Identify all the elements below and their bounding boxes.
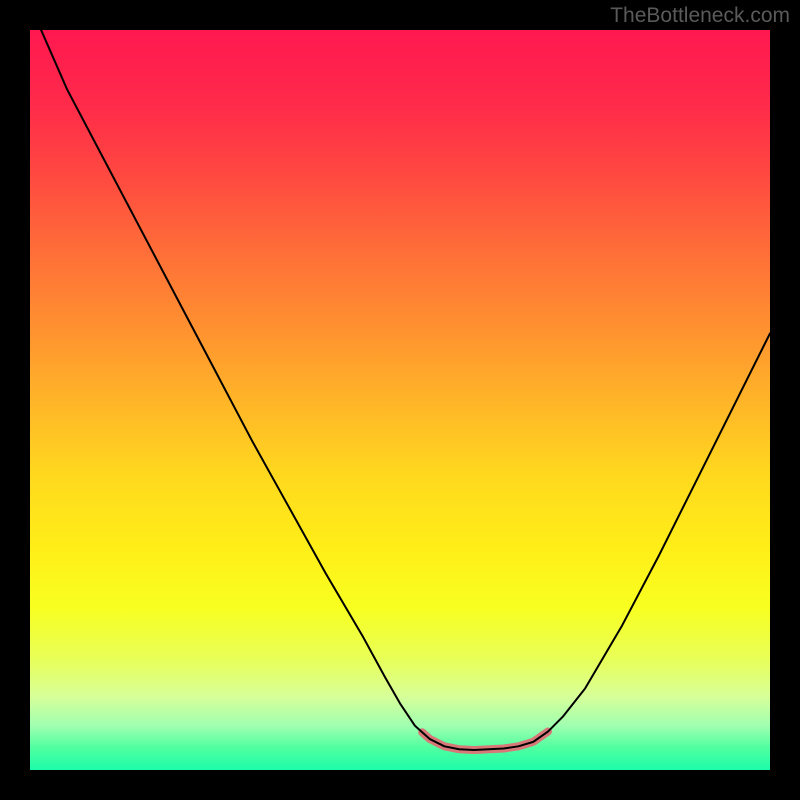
watermark-text: TheBottleneck.com	[610, 4, 790, 28]
chart-container: TheBottleneck.com	[0, 0, 800, 800]
bottleneck-chart	[0, 0, 800, 800]
